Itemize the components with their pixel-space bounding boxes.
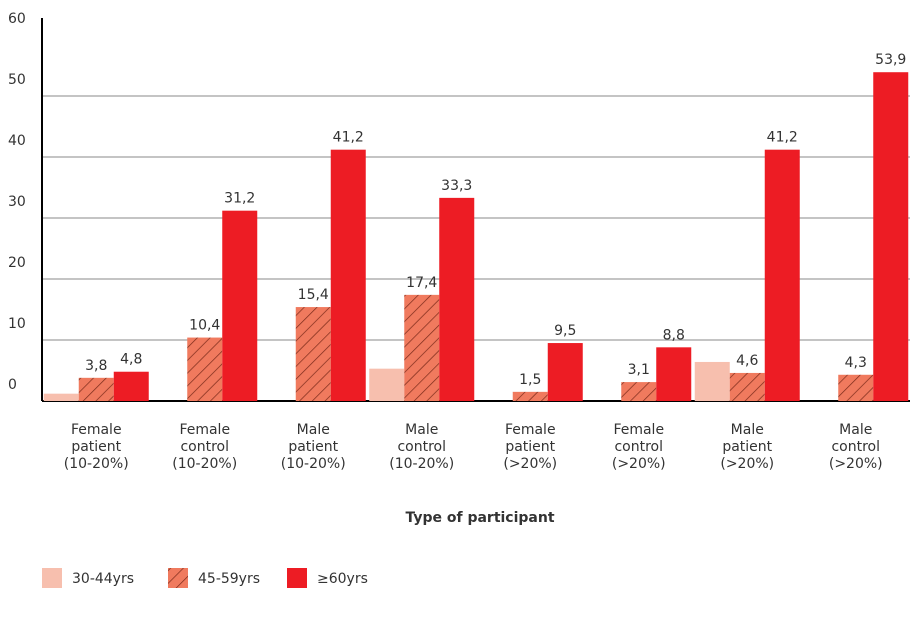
y-tick-label: 60 [8,11,26,27]
legend-label: 45-59yrs [198,571,260,587]
y-tick-label: 50 [8,72,26,88]
value-label: 41,2 [333,130,364,146]
value-label: 10,4 [189,318,220,334]
legend-swatch [168,568,188,588]
y-tick-label: 10 [8,316,26,332]
bar [43,393,79,401]
y-tick-label: 30 [8,194,26,210]
bar [78,377,114,401]
x-tick-label: Male patient (>20%) [720,422,774,472]
bar [439,197,475,401]
legend-swatch [42,568,62,588]
x-tick-label: Male patient (10-20%) [281,422,346,472]
y-tick-label: 40 [8,133,26,149]
value-label: 4,3 [845,355,867,371]
value-label: 4,6 [736,353,758,369]
x-tick-label: Female control (10-20%) [172,422,237,472]
legend-swatch [287,568,307,588]
value-label: 4,8 [120,352,142,368]
value-label: 3,1 [628,362,650,378]
value-label: 53,9 [875,52,906,68]
x-tick-label: Male control (10-20%) [389,422,454,472]
bar [764,149,800,401]
legend-label: 30-44yrs [72,571,134,587]
bar [330,149,366,401]
x-tick-label: Female patient (>20%) [503,422,557,472]
bar [113,371,149,401]
bar [512,391,548,401]
bar [873,72,909,402]
value-label: 15,4 [298,287,329,303]
x-tick-label: Male control (>20%) [829,422,883,472]
y-tick-label: 0 [8,377,17,393]
bar [656,347,692,401]
value-label: 31,2 [224,191,255,207]
value-label: 3,8 [85,358,107,374]
bar [222,210,258,401]
x-tick-label: Female control (>20%) [612,422,666,472]
legend-label: ≥60yrs [317,571,368,587]
bar [694,361,730,401]
x-axis-title: Type of participant [405,510,554,526]
value-label: 8,8 [663,327,685,343]
bar [404,294,440,401]
x-tick-label: Female patient (10-20%) [64,422,129,472]
bar [369,368,405,401]
bar [295,307,331,401]
value-label: 17,4 [406,275,437,291]
bar [729,372,765,401]
value-label: 33,3 [441,178,472,194]
bar [838,374,874,401]
bar [547,343,583,401]
bar [621,382,657,401]
value-label: 41,2 [767,130,798,146]
y-tick-label: 20 [8,255,26,271]
value-label: 9,5 [554,323,576,339]
value-label: 1,5 [519,372,541,388]
bar [187,337,223,401]
